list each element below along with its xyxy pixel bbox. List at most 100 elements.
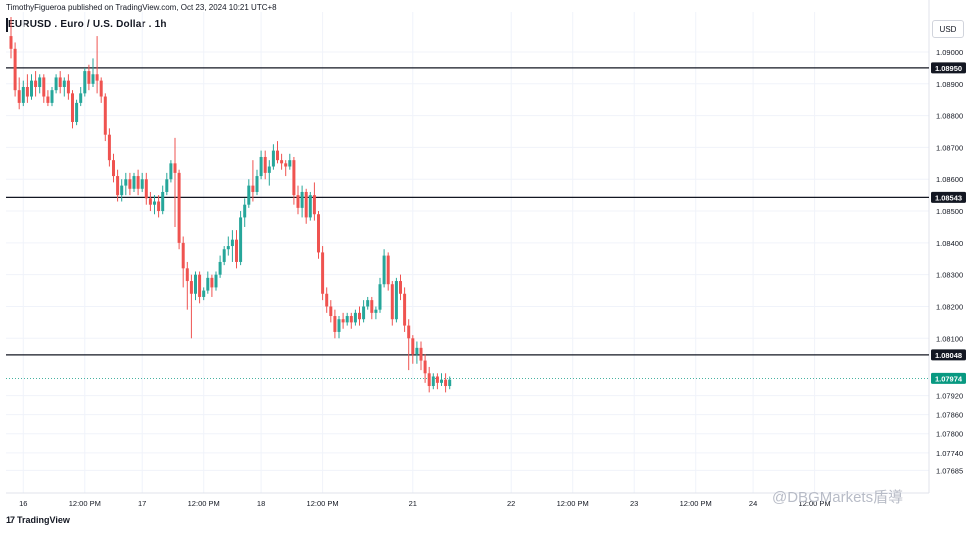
price-tick-label: 1.07685: [936, 466, 963, 475]
candle-up: [378, 284, 382, 310]
candle-up: [243, 204, 247, 218]
candle-down: [185, 268, 189, 282]
candle-up: [169, 163, 173, 180]
candle-up: [353, 312, 357, 323]
publisher-header: TimothyFigueroa published on TradingView…: [6, 3, 277, 12]
candle-up: [202, 290, 206, 297]
candle-down: [329, 306, 333, 317]
currency-button[interactable]: USD: [932, 20, 964, 38]
time-tick-label: 17: [138, 499, 146, 508]
candle-down: [296, 195, 300, 208]
price-tick-label: 1.08200: [936, 302, 963, 311]
candle-up: [140, 179, 144, 189]
candle-up: [165, 179, 169, 192]
candle-down: [177, 172, 181, 243]
candle-down: [419, 347, 423, 361]
tradingview-brand[interactable]: 17 TradingView: [6, 515, 70, 525]
candle-up: [83, 71, 87, 94]
candle-down: [423, 360, 427, 374]
candle-down: [87, 71, 91, 84]
candle-down: [66, 80, 70, 94]
price-tick-label: 1.08500: [936, 207, 963, 216]
candle-up: [50, 90, 54, 103]
candle-down: [58, 77, 62, 87]
candle-down: [136, 176, 140, 189]
candle-up: [54, 77, 58, 91]
time-tick-label: 21: [409, 499, 417, 508]
candle-down: [148, 198, 152, 205]
candle-down: [128, 179, 132, 189]
candle-down: [325, 293, 329, 307]
time-tick-label: 16: [19, 499, 27, 508]
level-price-tag: [931, 191, 966, 203]
price-tick-label: 1.08900: [936, 80, 963, 89]
time-tick-label: 12:00 PM: [799, 499, 831, 508]
candle-down: [321, 252, 325, 294]
candle-up: [308, 195, 312, 218]
candle-up: [120, 185, 124, 196]
candle-down: [312, 195, 316, 215]
candle-down: [13, 48, 17, 91]
symbol-title[interactable]: EURUSD . Euro / U.S. Dollar . 1h: [8, 19, 167, 30]
symbol-marker: [6, 18, 8, 32]
candle-down: [181, 242, 185, 269]
candle-up: [206, 277, 210, 291]
candle-up: [75, 102, 79, 122]
time-tick-label: 22: [507, 499, 515, 508]
candle-down: [34, 80, 38, 87]
candle-down: [370, 300, 374, 313]
candle-up: [415, 347, 419, 355]
level-price-label: 1.08950: [935, 64, 962, 73]
candle-down: [71, 93, 74, 122]
candle-down: [427, 373, 431, 387]
candle-up: [362, 306, 366, 320]
candle-down: [399, 281, 402, 294]
candle-down: [144, 179, 148, 199]
candle-up: [161, 191, 165, 212]
candle-up: [440, 379, 443, 383]
candle-up: [374, 309, 378, 313]
candle-down: [435, 376, 439, 383]
candle-down: [386, 255, 390, 285]
candle-up: [448, 379, 452, 387]
candle-up: [91, 74, 95, 84]
brand-label: TradingView: [17, 515, 70, 525]
candle-up: [431, 376, 435, 387]
tradingview-logo-icon: 17: [6, 515, 15, 525]
candle-up: [132, 176, 136, 189]
candle-down: [317, 214, 320, 253]
candle-up: [366, 300, 370, 307]
price-tick-label: 1.07920: [936, 392, 963, 401]
candle-down: [251, 185, 255, 192]
price-tick-label: 1.08300: [936, 271, 963, 280]
time-tick-label: 23: [630, 499, 638, 508]
candle-up: [226, 246, 230, 250]
current-price-label: 1.07974: [935, 374, 963, 383]
candle-down: [116, 176, 120, 196]
level-price-label: 1.08543: [935, 193, 962, 202]
price-tick-label: 1.07800: [936, 430, 963, 439]
candle-up: [38, 77, 42, 87]
level-price-label: 1.08048: [935, 351, 962, 360]
candle-down: [112, 160, 115, 177]
time-tick-label: 18: [257, 499, 265, 508]
candle-down: [349, 316, 353, 323]
candle-up: [194, 274, 197, 294]
price-tick-label: 1.07740: [936, 449, 963, 458]
candle-down: [235, 239, 238, 262]
candle-down: [411, 338, 415, 355]
time-tick-label: 12:00 PM: [69, 499, 101, 508]
candle-up: [218, 261, 222, 275]
candle-up: [337, 319, 341, 332]
candle-up: [382, 255, 386, 285]
price-tick-label: 1.08700: [936, 143, 963, 152]
candle-up: [21, 86, 25, 103]
candle-down: [95, 74, 99, 81]
level-price-tag: [931, 349, 966, 361]
candle-up: [267, 166, 271, 173]
candle-up: [30, 80, 33, 97]
price-tick-label: 1.08600: [936, 175, 963, 184]
current-price-tag: [931, 372, 966, 384]
candle-up: [239, 217, 243, 262]
